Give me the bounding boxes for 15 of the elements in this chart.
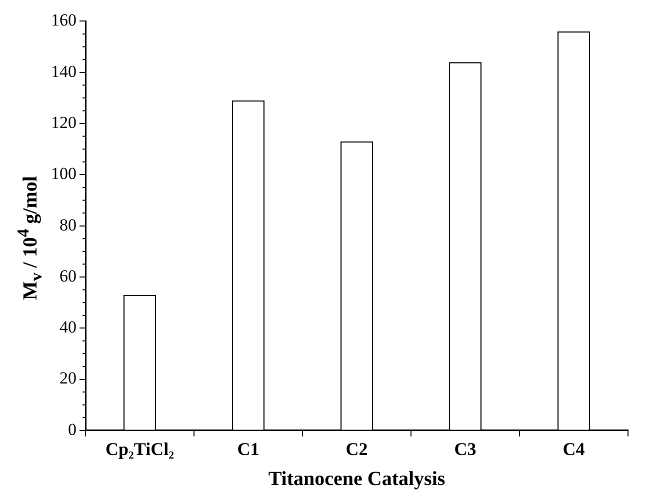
y-tick-label: 60 [60, 266, 76, 286]
x-tick-label: C4 [562, 438, 585, 459]
x-axis-title: Titanocene Catalysis [268, 468, 446, 490]
y-tick-label: 120 [51, 112, 76, 132]
x-tick-label: C3 [454, 438, 476, 459]
x-tick-label: Cp₂TiCl₂ [106, 438, 174, 459]
y-tick-label: 100 [51, 164, 76, 184]
y-tick-label: 140 [51, 62, 76, 81]
y-tick-label: 80 [60, 215, 76, 234]
x-tick-label: C2 [346, 438, 368, 459]
y-tick-label: 20 [60, 368, 76, 388]
y-tick-label: 40 [60, 318, 76, 337]
y-tick-label: 0 [68, 420, 76, 439]
x-tick-label: C1 [237, 438, 260, 459]
y-tick-label: 160 [51, 10, 76, 30]
